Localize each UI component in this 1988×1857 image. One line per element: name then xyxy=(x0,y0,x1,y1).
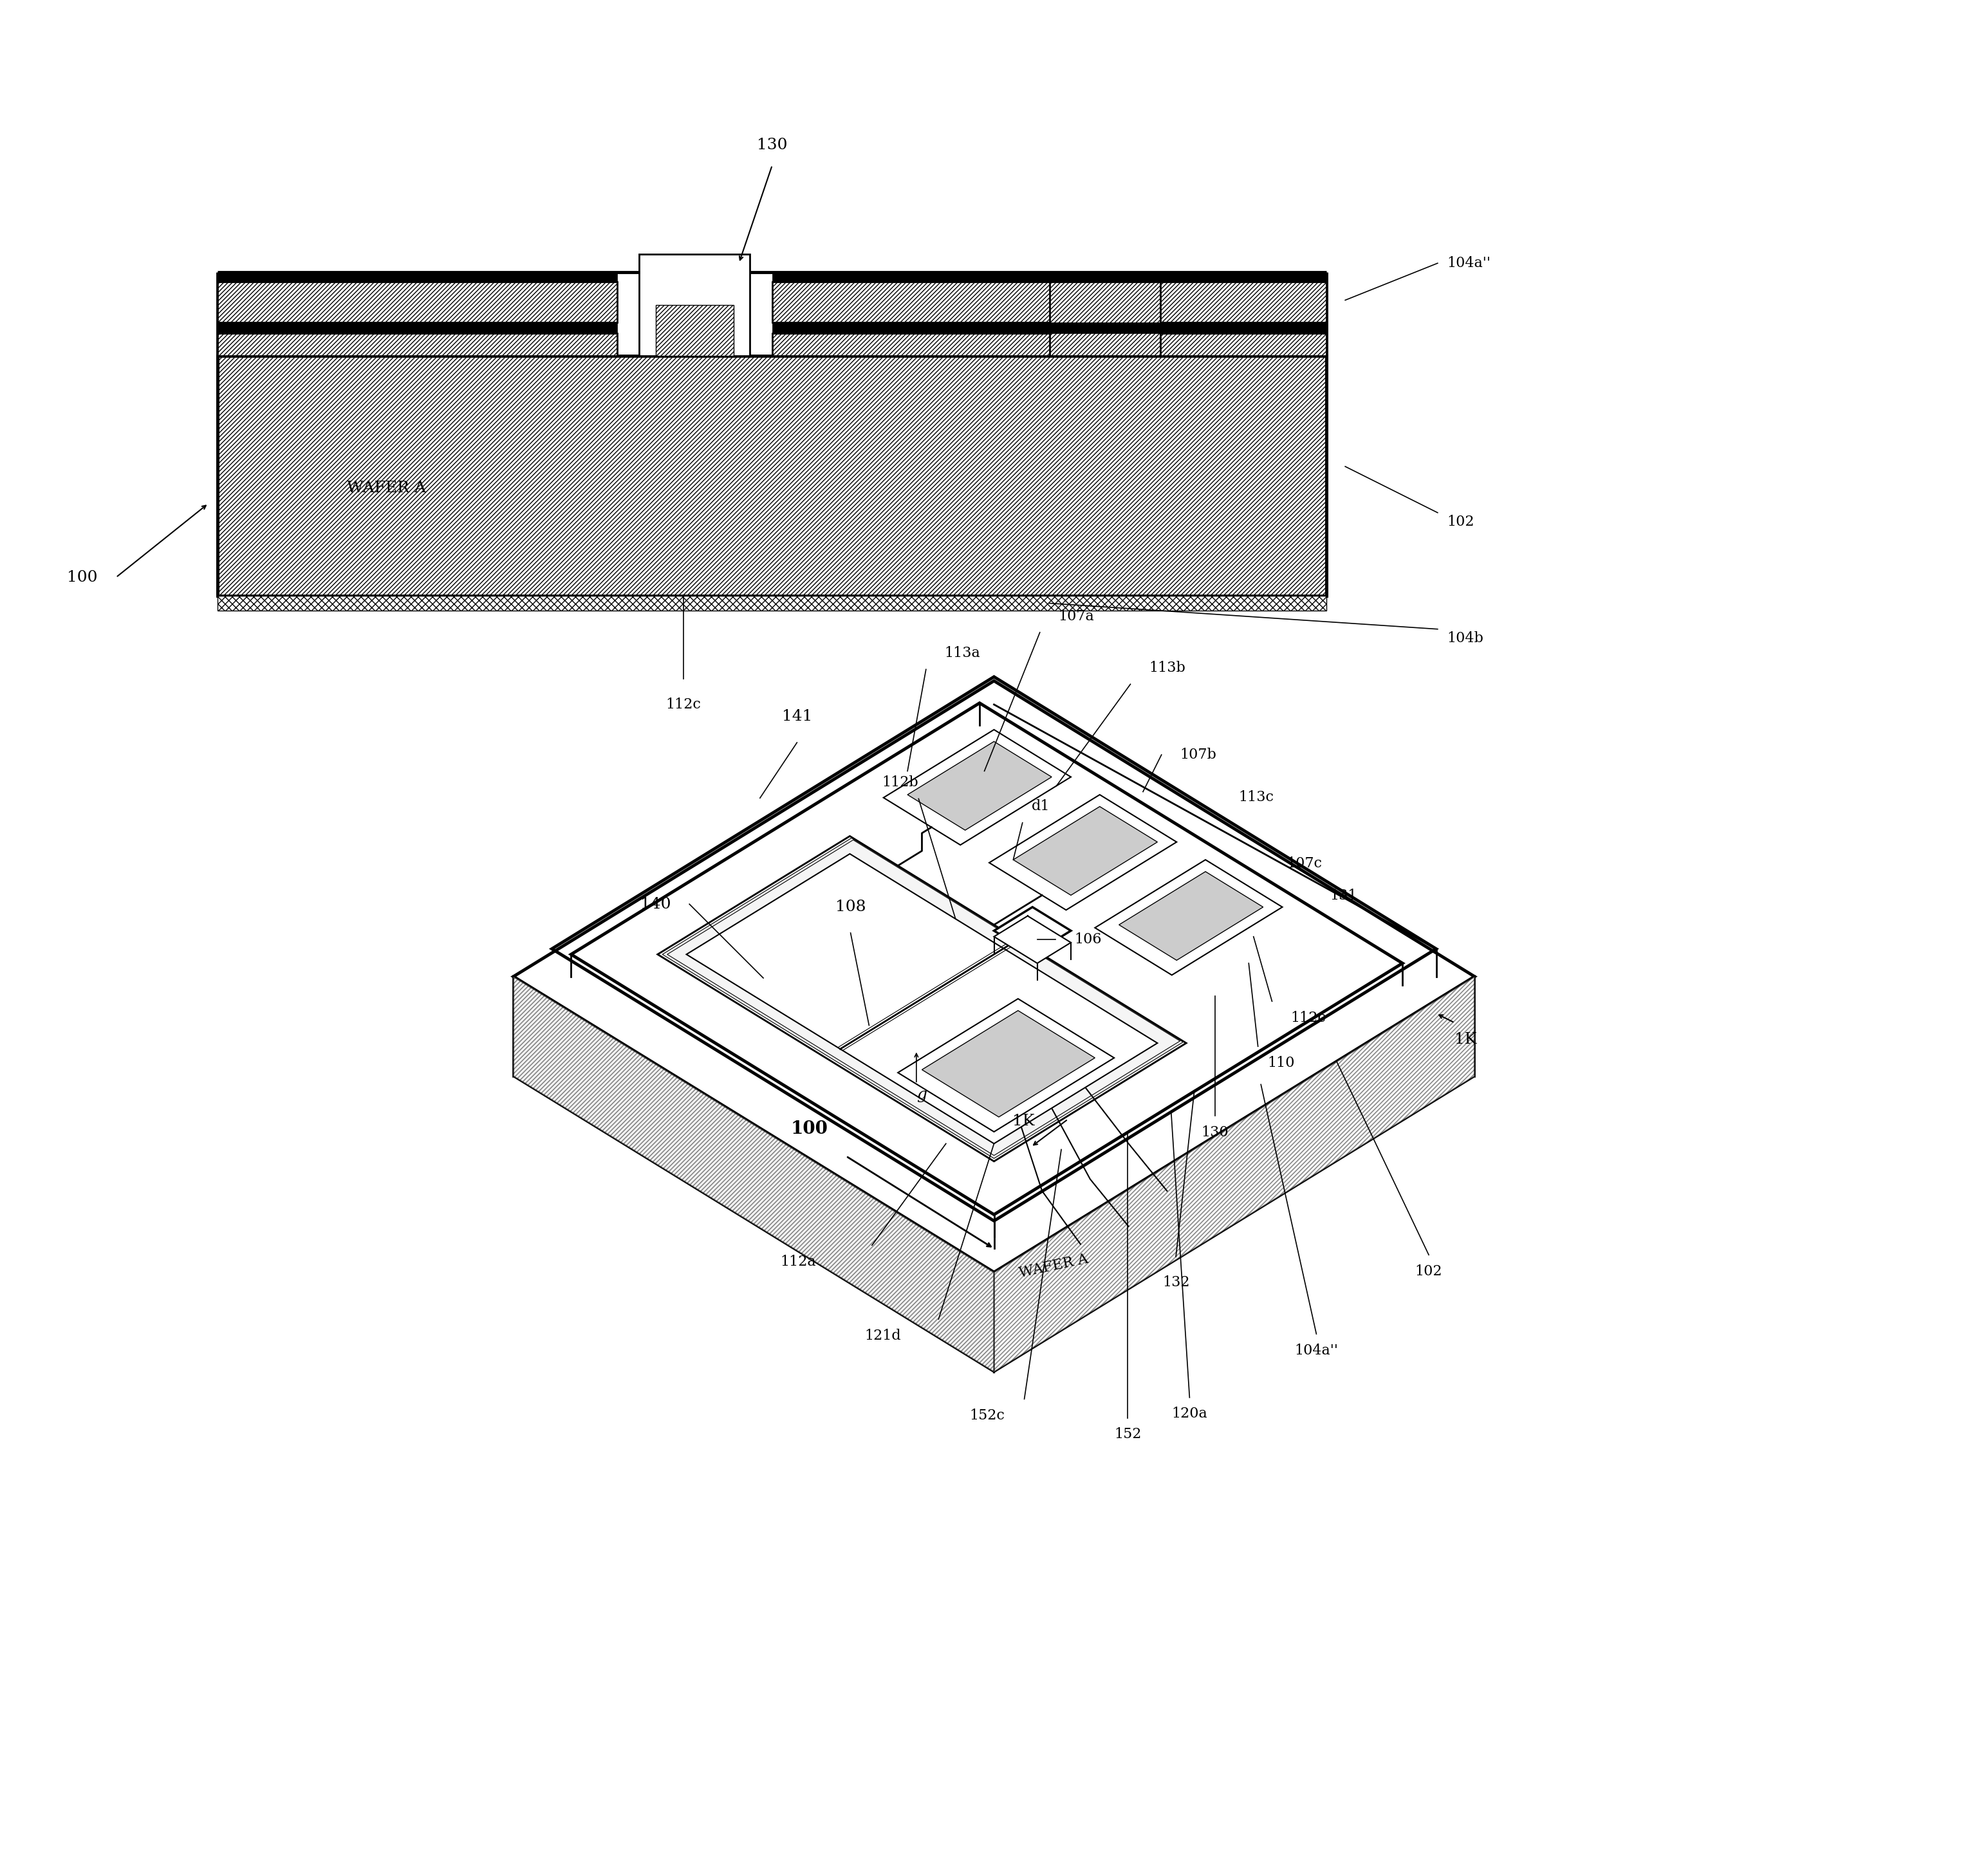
Text: 104a'': 104a'' xyxy=(1294,1343,1338,1357)
Text: 104b: 104b xyxy=(1447,631,1483,646)
Polygon shape xyxy=(513,682,994,1077)
Bar xyxy=(771,323,1326,334)
Bar xyxy=(638,254,749,355)
Polygon shape xyxy=(513,977,994,1372)
Polygon shape xyxy=(1095,860,1282,975)
Polygon shape xyxy=(686,854,1157,1144)
Bar xyxy=(217,273,616,282)
Text: 102: 102 xyxy=(1415,1265,1443,1278)
Polygon shape xyxy=(994,977,1475,1372)
Bar xyxy=(217,323,616,334)
Text: 120a: 120a xyxy=(1171,1408,1207,1421)
Polygon shape xyxy=(994,977,1475,1372)
Text: 107c: 107c xyxy=(1286,856,1322,871)
Text: 112a: 112a xyxy=(779,1255,815,1268)
Polygon shape xyxy=(883,730,1072,845)
Text: 141: 141 xyxy=(781,709,813,724)
Polygon shape xyxy=(994,916,1072,964)
Text: 121d: 121d xyxy=(865,1328,901,1343)
Text: 130: 130 xyxy=(1201,1125,1229,1140)
Text: 130: 130 xyxy=(757,137,787,152)
Text: 104a'': 104a'' xyxy=(1447,256,1491,271)
Text: 110: 110 xyxy=(1266,1055,1294,1070)
Bar xyxy=(771,282,1326,323)
Polygon shape xyxy=(907,741,1052,830)
Polygon shape xyxy=(658,836,1187,1161)
Text: 1K: 1K xyxy=(1455,1032,1477,1047)
Text: 100: 100 xyxy=(68,570,97,585)
Bar xyxy=(1050,282,1161,355)
Text: 1K: 1K xyxy=(1012,1114,1034,1129)
Bar xyxy=(217,282,616,323)
Bar xyxy=(771,334,1326,355)
Text: 131: 131 xyxy=(1330,890,1358,903)
Text: 106: 106 xyxy=(1074,932,1101,947)
Text: 107b: 107b xyxy=(1181,748,1217,761)
Text: 113c: 113c xyxy=(1239,789,1274,804)
Polygon shape xyxy=(1014,806,1157,895)
Bar xyxy=(656,305,734,355)
Text: 113a: 113a xyxy=(944,646,980,659)
Text: 102: 102 xyxy=(1447,514,1475,529)
Text: 113b: 113b xyxy=(1149,661,1185,674)
Polygon shape xyxy=(990,795,1177,910)
Text: 108: 108 xyxy=(835,899,867,914)
Text: 140: 140 xyxy=(640,897,670,912)
Text: 112c: 112c xyxy=(666,698,702,711)
Bar xyxy=(217,355,1326,596)
Text: WAFER A: WAFER A xyxy=(1018,1252,1089,1279)
Text: 100: 100 xyxy=(791,1120,827,1138)
Polygon shape xyxy=(513,977,994,1372)
Text: d1: d1 xyxy=(1032,799,1050,813)
Polygon shape xyxy=(994,682,1475,1077)
Text: 132: 132 xyxy=(1163,1276,1189,1289)
Polygon shape xyxy=(994,906,1072,954)
Polygon shape xyxy=(513,682,1475,1272)
Polygon shape xyxy=(922,1010,1095,1118)
Text: 152c: 152c xyxy=(970,1408,1006,1422)
Text: WAFER A: WAFER A xyxy=(348,481,425,496)
Bar xyxy=(217,596,1326,611)
Bar xyxy=(217,334,616,355)
Polygon shape xyxy=(899,999,1113,1131)
Polygon shape xyxy=(571,704,1402,1214)
Text: 112b: 112b xyxy=(883,776,918,789)
Text: 107a: 107a xyxy=(1058,609,1093,624)
Text: g: g xyxy=(916,1088,926,1103)
Text: 112c: 112c xyxy=(1290,1010,1326,1025)
Polygon shape xyxy=(1119,871,1262,960)
Text: 152: 152 xyxy=(1113,1428,1141,1441)
Bar xyxy=(771,273,1326,282)
